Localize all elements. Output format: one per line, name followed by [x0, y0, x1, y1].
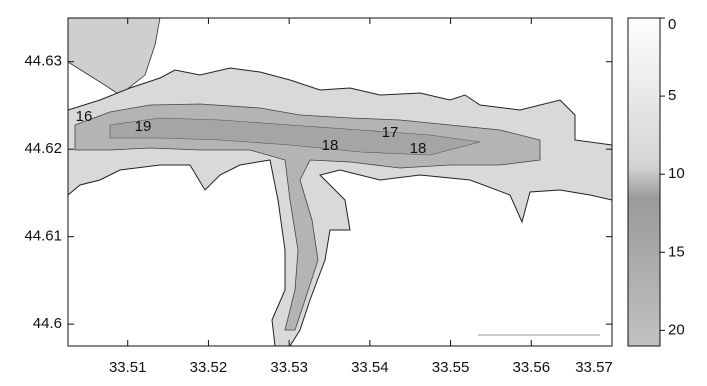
colorbar-label: 0 — [668, 16, 676, 33]
x-tick-label: 33.52 — [190, 359, 228, 376]
contour-label: 18 — [322, 137, 339, 154]
bay-deep — [74, 103, 541, 331]
x-tick-label: 33.57 — [575, 359, 613, 376]
land-nw — [68, 18, 161, 96]
colorbar-label: 5 — [668, 87, 676, 104]
x-tick-label: 33.53 — [270, 359, 308, 376]
y-tick-label: 44.62 — [24, 140, 62, 157]
contour-label: 18 — [410, 140, 427, 157]
x-tick-label: 33.55 — [432, 359, 470, 376]
bathymetry — [68, 18, 612, 346]
colorbar-label: 10 — [668, 165, 685, 182]
colorbar-label: 20 — [668, 321, 685, 338]
colorbar — [627, 17, 661, 347]
y-tick-label: 44.63 — [24, 53, 62, 70]
contour-label: 16 — [76, 108, 93, 125]
contour-label: 19 — [135, 118, 152, 135]
x-tick-label: 33.51 — [109, 359, 147, 376]
bay-deepest — [109, 117, 481, 156]
colorbar-label: 15 — [668, 243, 685, 260]
x-tick-label: 33.56 — [513, 359, 551, 376]
y-tick-label: 44.61 — [24, 228, 62, 245]
plot-frame — [67, 17, 613, 347]
contour-label: 17 — [382, 124, 399, 141]
y-tick-label: 44.6 — [33, 315, 62, 332]
x-tick-label: 33.54 — [351, 359, 389, 376]
axes: 33.51 33.52 33.53 33.54 33.55 33.56 33.57 44.6 4… — [24, 16, 684, 376]
